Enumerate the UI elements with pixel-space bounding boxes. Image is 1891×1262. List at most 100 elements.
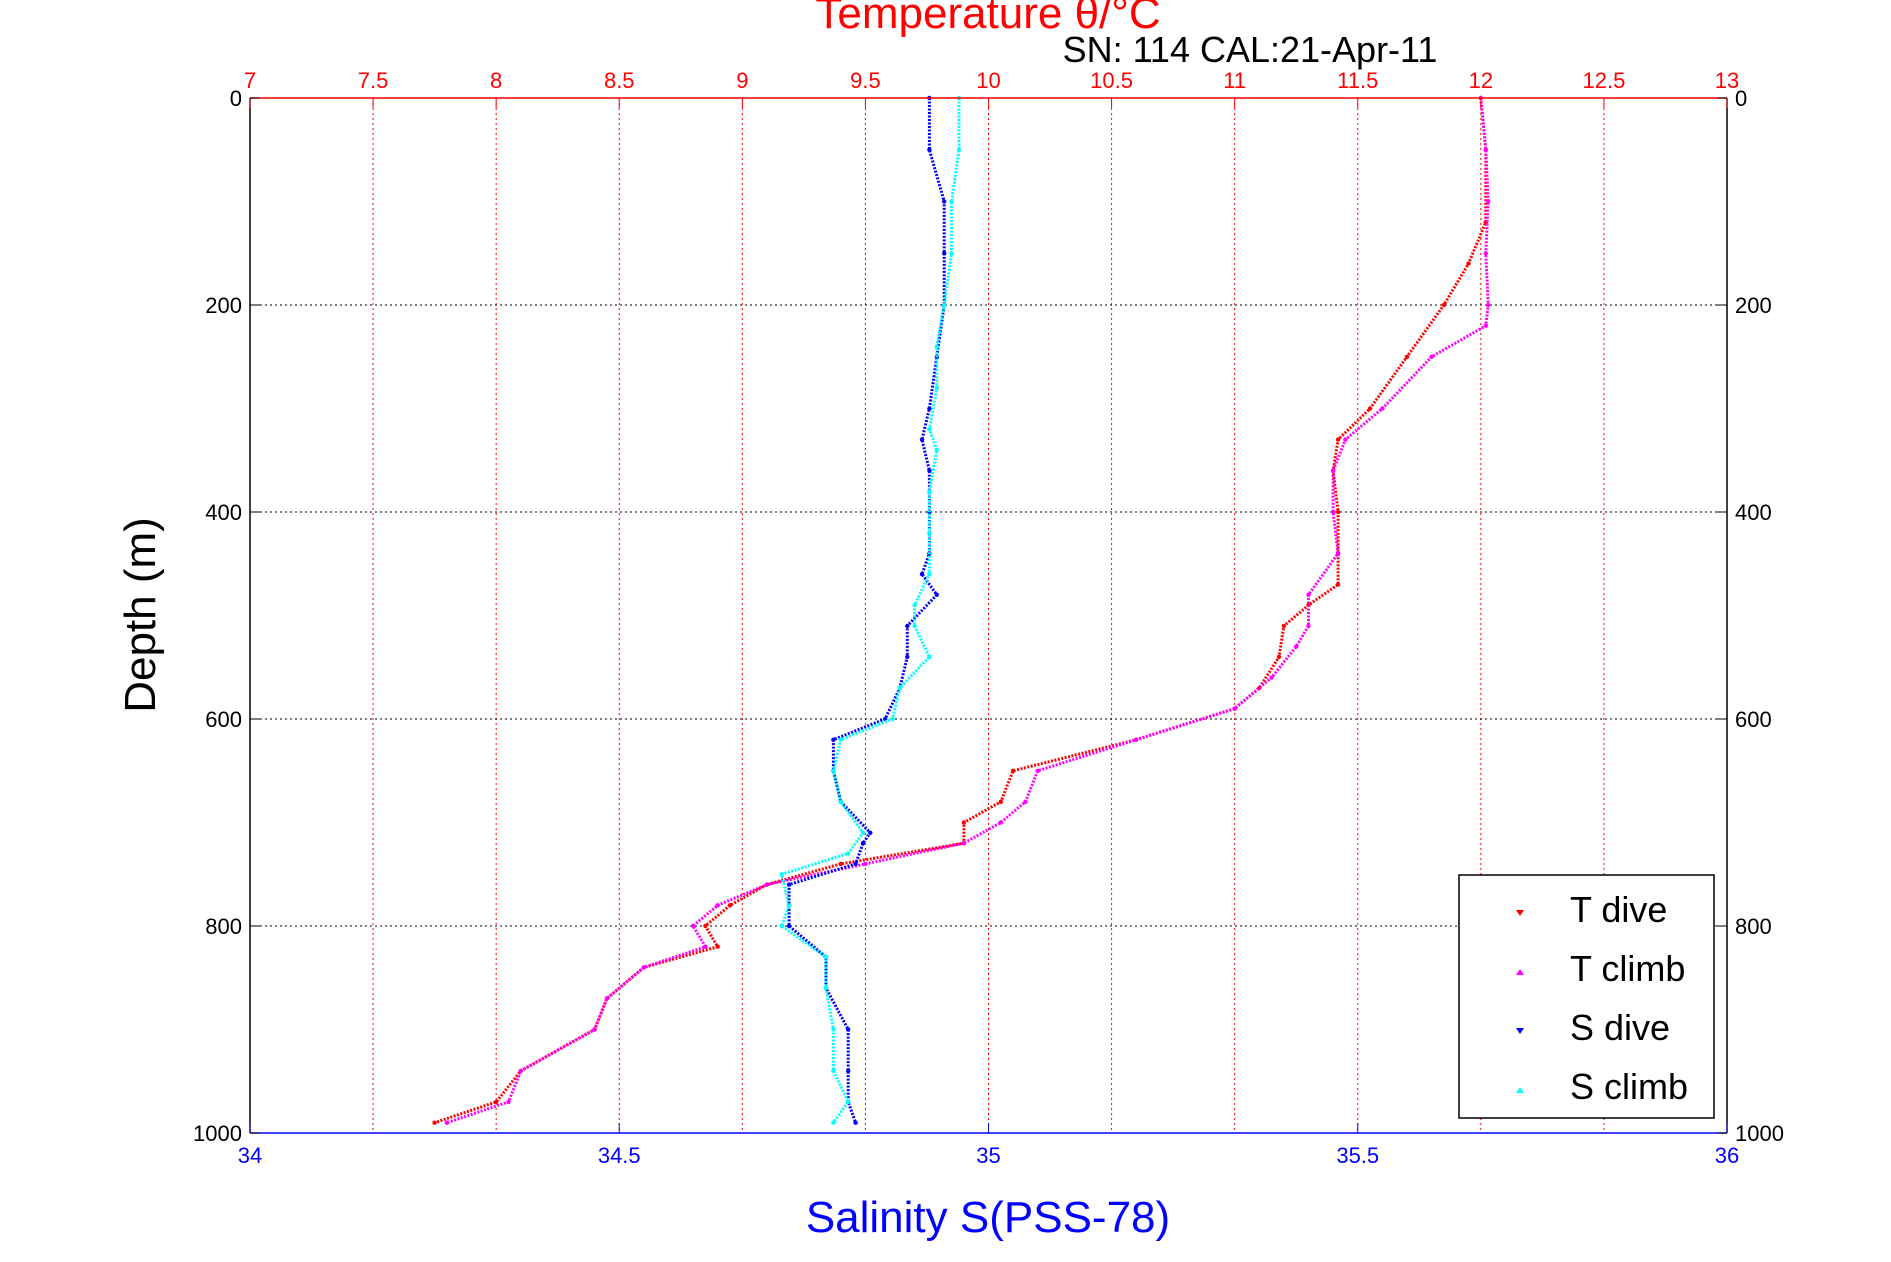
data-point: [919, 571, 925, 577]
data-point: [863, 861, 868, 867]
data-point: [853, 1120, 858, 1125]
depth-tick-label-left: 1000: [193, 1121, 242, 1146]
temperature-tick-label: 12: [1469, 68, 1493, 93]
data-point: [641, 965, 647, 970]
data-point: [786, 882, 792, 887]
salinity-tick-label: 36: [1715, 1143, 1739, 1168]
data-point: [860, 830, 866, 835]
data-point: [961, 841, 967, 846]
data-point: [838, 737, 843, 742]
series-s-climb: [779, 95, 962, 1125]
salinity-tick-label: 35.5: [1336, 1143, 1379, 1168]
data-point: [1335, 551, 1341, 556]
salinity-tick-label: 34: [238, 1143, 262, 1168]
depth-tick-label-left: 200: [205, 293, 242, 318]
data-point: [1486, 199, 1491, 204]
data-point: [1486, 302, 1491, 308]
data-point: [956, 147, 962, 152]
data-point: [846, 1099, 851, 1105]
depth-tick-label-left: 600: [205, 707, 242, 732]
data-point: [949, 199, 954, 204]
data-point: [934, 592, 939, 597]
data-point: [1404, 354, 1410, 359]
data-point: [912, 623, 917, 629]
data-point: [961, 820, 967, 825]
data-point: [518, 1068, 523, 1074]
legend-box: [1458, 874, 1715, 1119]
series-trace: [446, 97, 1490, 1125]
data-point: [786, 923, 792, 929]
legend-label: S climb: [1570, 1066, 1688, 1107]
data-point: [1330, 468, 1336, 473]
data-point: [934, 447, 939, 453]
data-point: [998, 820, 1003, 825]
data-point: [934, 385, 939, 390]
x-axis-title-salinity: Salinity S(PSS-78): [806, 1193, 1170, 1242]
data-point: [1483, 147, 1489, 152]
data-point: [592, 1027, 597, 1032]
data-point: [1335, 582, 1341, 587]
data-point: [1232, 706, 1237, 711]
data-point: [1023, 799, 1028, 804]
data-point: [846, 851, 851, 856]
data-point: [1276, 654, 1282, 660]
temperature-tick-label: 7.5: [358, 68, 389, 93]
depth-tick-label-left: 400: [205, 500, 242, 525]
data-point: [942, 302, 947, 308]
depth-tick-label-right: 200: [1735, 293, 1772, 318]
data-point: [703, 944, 708, 949]
data-point: [1269, 675, 1274, 680]
chart-title: Temperature θ/°C: [815, 0, 1160, 38]
data-point: [927, 468, 932, 473]
data-point: [1281, 623, 1287, 629]
data-point: [912, 602, 917, 608]
series-t-climb: [444, 95, 1491, 1125]
data-point: [868, 830, 873, 835]
data-point: [1466, 261, 1471, 266]
data-point: [1429, 354, 1434, 359]
depth-tick-label-right: 800: [1735, 914, 1772, 939]
legend-label: T climb: [1570, 948, 1685, 989]
data-point: [432, 1120, 437, 1125]
depth-tick-label-left: 0: [230, 86, 242, 111]
depth-tick-label-right: 1000: [1735, 1121, 1784, 1146]
data-point: [831, 1068, 836, 1074]
data-point: [604, 996, 610, 1001]
data-point: [942, 199, 947, 204]
data-point: [506, 1099, 511, 1105]
data-point: [1330, 509, 1336, 515]
data-point: [823, 954, 829, 960]
legend: T dive T climb S dive S climb: [1458, 874, 1715, 1119]
data-point: [1367, 406, 1373, 411]
data-point: [942, 251, 947, 256]
salinity-tick-label: 34.5: [598, 1143, 641, 1168]
legend-label: T dive: [1570, 889, 1667, 930]
data-point: [1306, 592, 1311, 597]
data-point: [998, 799, 1003, 804]
data-point: [831, 1027, 836, 1032]
data-point: [690, 923, 696, 929]
data-point: [831, 1120, 836, 1125]
temperature-tick-label: 10: [976, 68, 1000, 93]
depth-tick-label-right: 0: [1735, 86, 1747, 111]
data-point: [779, 872, 784, 877]
data-point: [1483, 251, 1489, 256]
data-point: [823, 985, 829, 991]
data-point: [1306, 623, 1311, 629]
data-point: [853, 861, 858, 867]
data-point: [882, 716, 888, 722]
temperature-tick-label: 12.5: [1583, 68, 1626, 93]
data-point: [831, 737, 836, 742]
data-point: [779, 923, 784, 929]
temperature-tick-label: 9.5: [850, 68, 881, 93]
data-point: [715, 903, 720, 908]
data-point: [1035, 768, 1040, 773]
data-point: [919, 437, 925, 442]
axes: 7 7.5 8 8.5 9 9.5 10 10.5 11 11.5 12 12.5 13 34 34.5 35…: [193, 68, 1784, 1168]
data-point: [1010, 768, 1016, 773]
data-point: [1335, 509, 1341, 515]
data-point: [1294, 644, 1299, 649]
legend-label: S dive: [1570, 1007, 1670, 1048]
chart-subtitle: SN: 114 CAL:21-Apr-11: [1063, 29, 1438, 70]
legend-marker: [1516, 910, 1524, 916]
